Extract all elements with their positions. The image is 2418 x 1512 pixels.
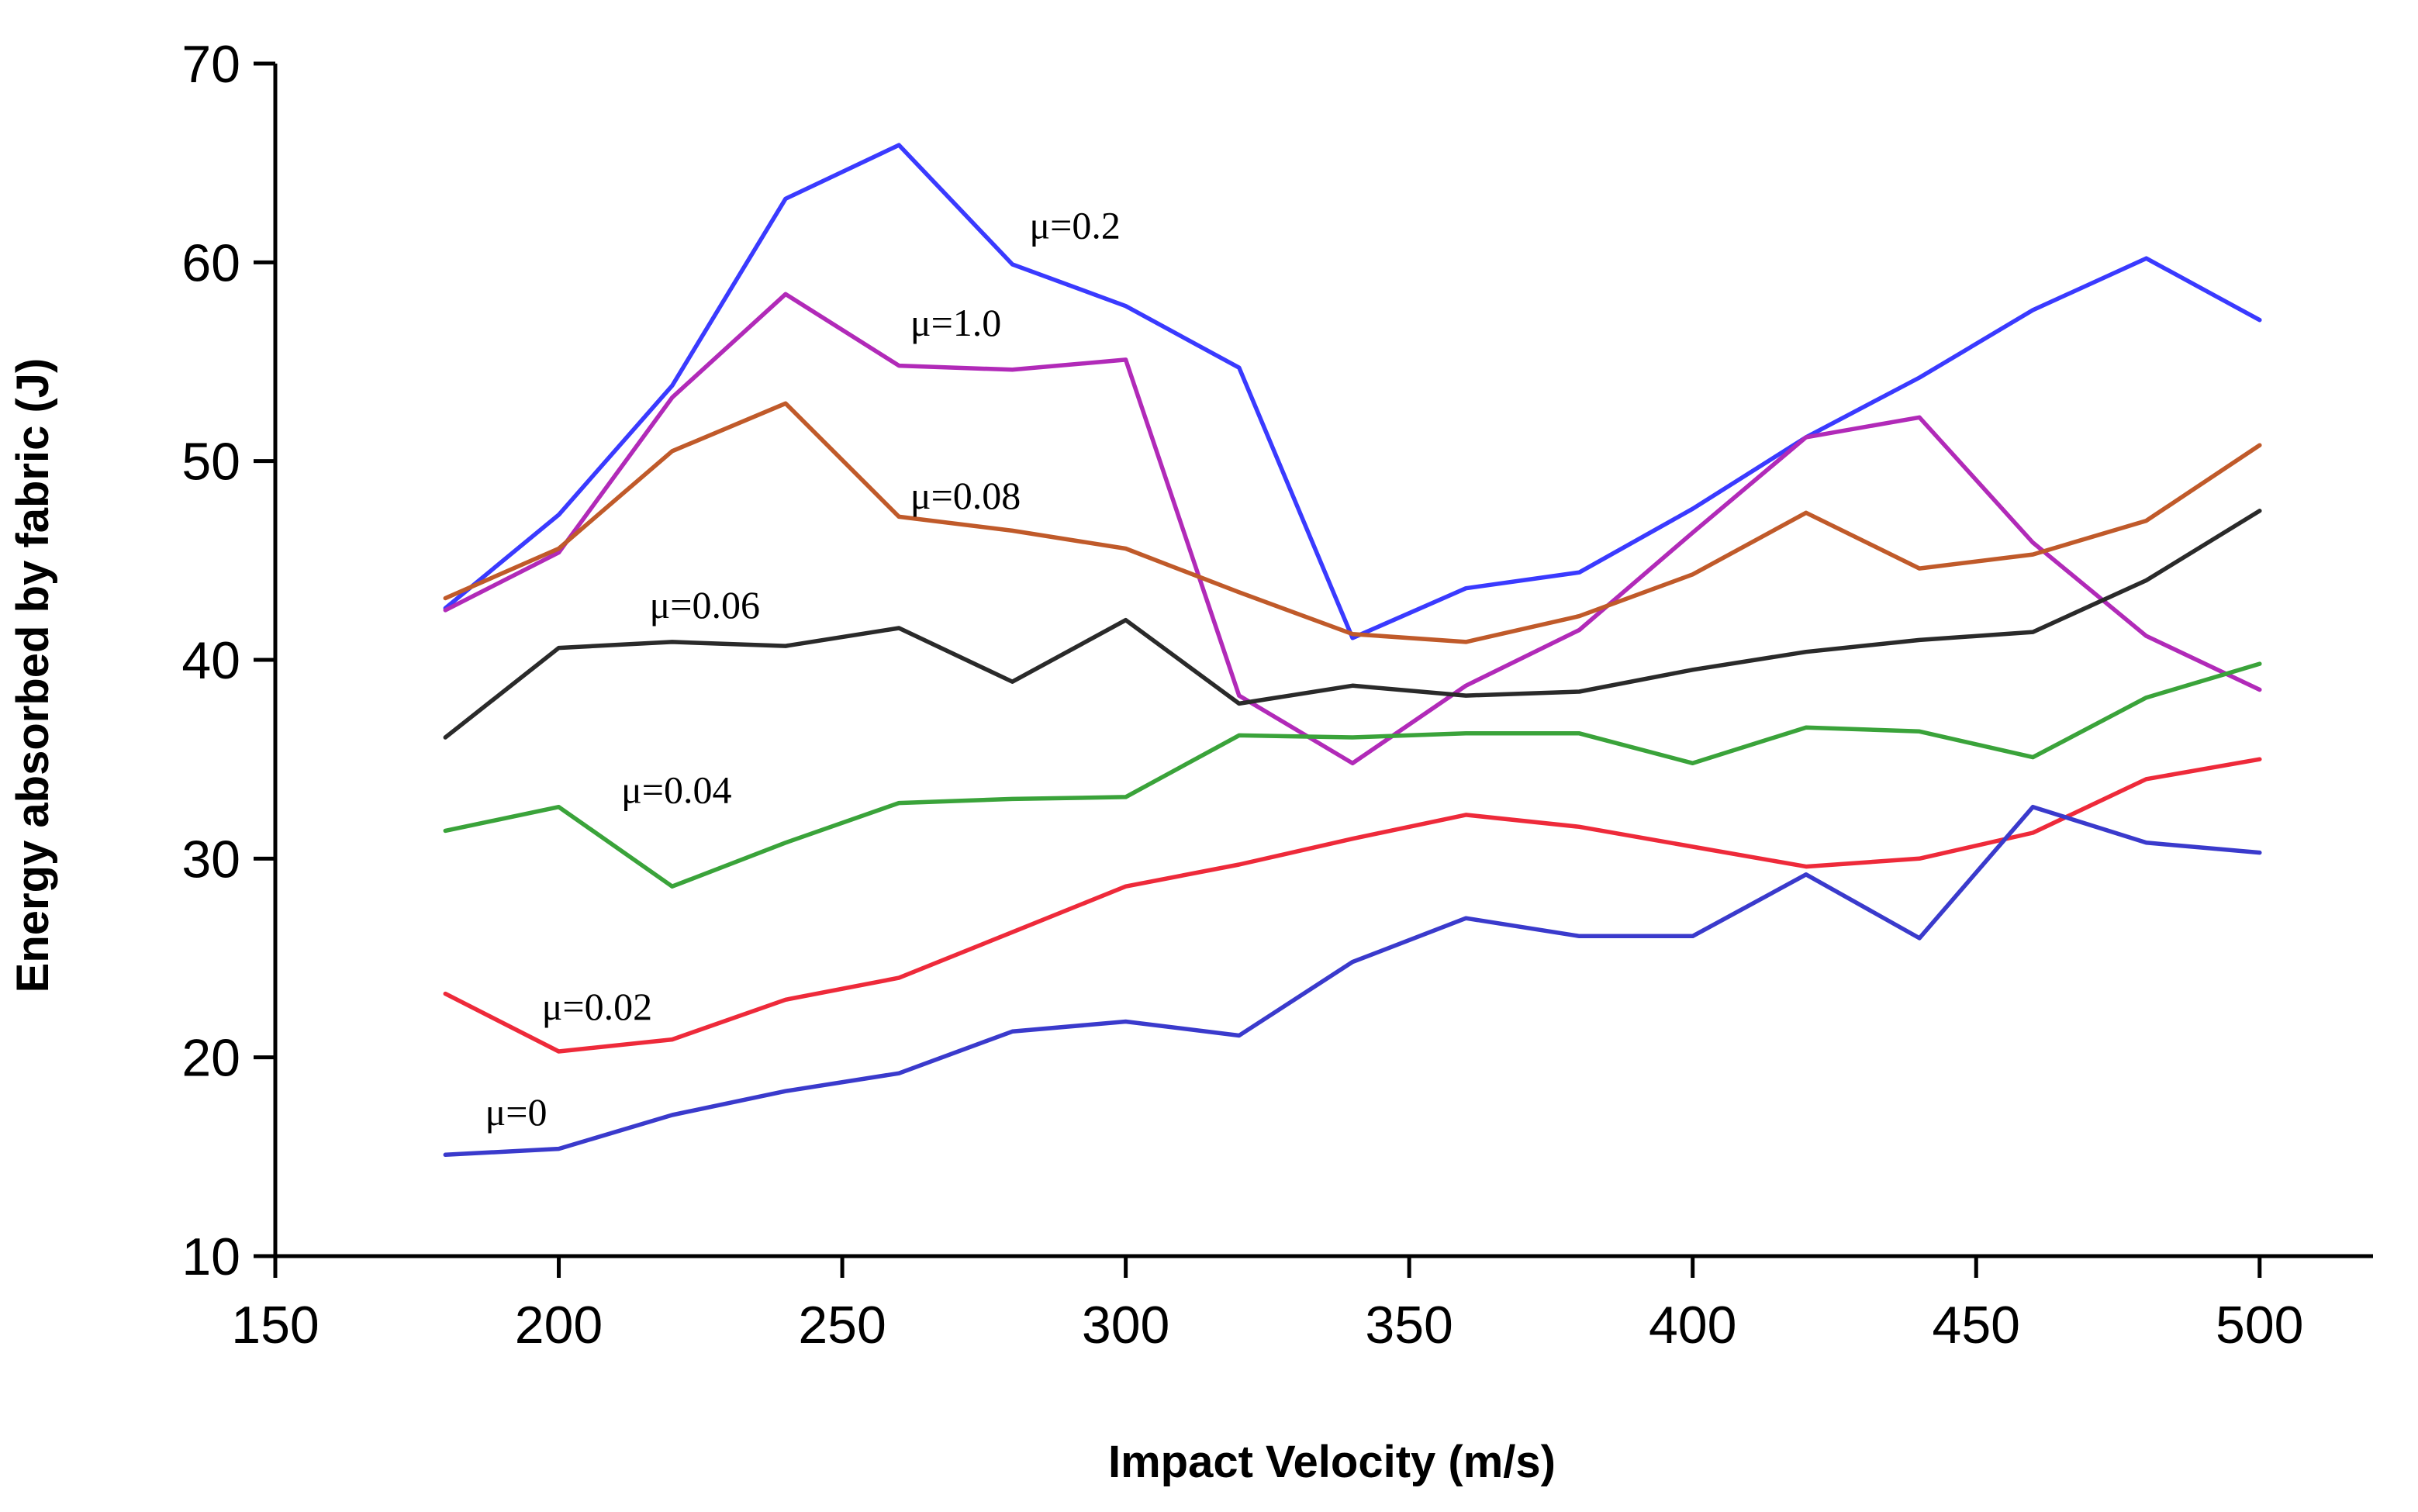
y-tick-label: 40 [181,631,240,690]
x-tick-label: 250 [798,1296,886,1355]
y-tick-label: 50 [181,433,240,492]
x-ticks: 150 200 250 300 350 400 450 500 [231,1256,2304,1355]
y-tick-label: 10 [181,1227,240,1286]
series-line-1 [443,292,2262,766]
x-tick-label: 500 [2216,1296,2303,1355]
series-label-0: μ=0.2 [1029,204,1121,247]
series-labels: μ=0.2 μ=1.0 μ=0.08 μ=0.06 μ=0.04 μ=0.02 μ=0 [485,204,1121,1134]
y-axis-title: Energy absorbed by fabric (J) [8,358,58,993]
y-tick-label: 30 [181,830,240,889]
series-lines [443,143,2262,1158]
x-tick-label: 450 [1933,1296,2020,1355]
series-label-6: μ=0 [485,1090,548,1134]
y-tick-label: 60 [181,233,240,292]
y-tick-label: 20 [181,1029,240,1088]
x-tick-label: 400 [1649,1296,1736,1355]
x-tick-label: 350 [1365,1296,1453,1355]
x-tick-label: 300 [1082,1296,1169,1355]
series-line-0 [443,143,2262,640]
x-tick-label: 150 [231,1296,319,1355]
x-tick-label: 200 [515,1296,603,1355]
x-axis-title: Impact Velocity (m/s) [1108,1437,1556,1487]
y-ticks: 10 20 30 40 50 60 70 [181,35,275,1286]
y-tick-label: 70 [181,35,240,94]
axes [273,64,2373,1258]
series-line-2 [443,401,2262,644]
series-line-3 [443,509,2262,740]
series-label-1: μ=1.0 [910,301,1002,344]
series-line-4 [443,661,2262,889]
series-label-4: μ=0.04 [621,768,732,812]
series-line-5 [443,757,2262,1054]
series-label-2: μ=0.08 [910,474,1021,517]
series-line-6 [443,804,2262,1158]
series-label-5: μ=0.02 [542,985,653,1028]
series-label-3: μ=0.06 [650,583,761,627]
